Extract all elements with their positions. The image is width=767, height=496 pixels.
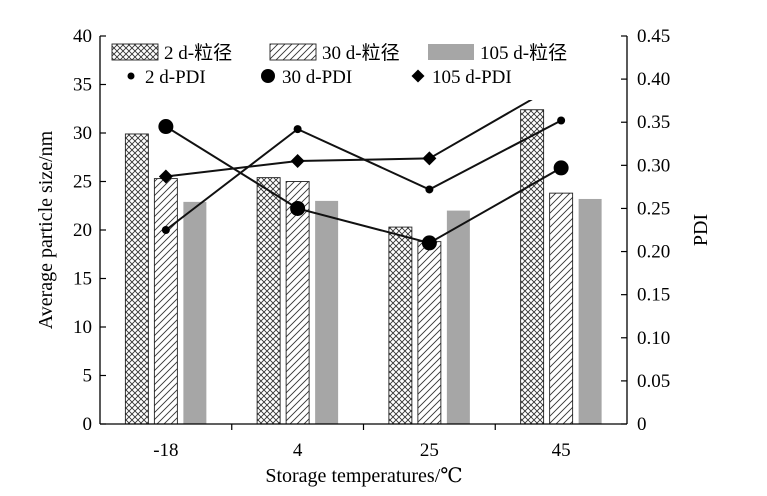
point-3-2 [290, 154, 305, 169]
bar-1-3 [388, 226, 413, 425]
legend-label-1: 2 d-粒径 [164, 42, 232, 64]
bars-layer [124, 109, 602, 425]
y-right-tick-label: 0.10 [637, 328, 670, 349]
point-3-3 [422, 151, 437, 166]
point-2-4 [553, 160, 569, 176]
y-left-tick-label: 15 [73, 269, 92, 290]
y-right-tick-label: 0.25 [637, 198, 670, 219]
bar-1-2 [256, 177, 281, 425]
legend-line-label-2: 30 d-PDI [282, 67, 352, 88]
x-tick-label: 45 [552, 440, 571, 461]
lines-layer [158, 75, 569, 251]
point-2-1 [158, 119, 174, 135]
point-3-1 [158, 169, 173, 184]
legend-line-label-1: 2 d-PDI [145, 67, 206, 88]
bar-3-4 [578, 198, 602, 424]
bar-2-1 [153, 178, 178, 425]
y-axis-right-title: PDI [690, 214, 712, 246]
point-2-3 [421, 235, 437, 251]
line-series-1 [165, 119, 562, 231]
y-right-tick-label: 0.05 [637, 371, 670, 392]
legend-label-2: 30 d-粒径 [322, 42, 400, 64]
x-axis-title: Storage temperatures/℃ [265, 465, 462, 487]
y-left-tick-label: 10 [73, 317, 92, 338]
y-right-tick-label: 0.15 [637, 285, 670, 306]
y-left-tick-label: 5 [83, 366, 93, 387]
bar-2-2 [285, 181, 310, 425]
legend-marker-2 [261, 69, 275, 83]
line-series-3 [165, 81, 562, 178]
x-tick-label: 25 [420, 440, 439, 461]
legend-marker-3 [411, 69, 425, 83]
line-series-2 [165, 125, 562, 245]
y-axis-left-title: Average particle size/nm [35, 130, 57, 329]
legend-swatch-1 [111, 43, 159, 61]
legend-label-3: 105 d-粒径 [480, 42, 567, 64]
legend-background [108, 38, 598, 100]
x-tick-label: -18 [153, 440, 178, 461]
bar-3-1 [183, 201, 207, 424]
y-right-tick-label: 0.45 [637, 26, 670, 47]
legend: 2 d-粒径 30 d-粒径 105 d-粒径 2 d-PDI 30 d-PDI 105 … [108, 38, 598, 100]
y-left-tick-label: 0 [83, 414, 93, 435]
point-2-2 [290, 200, 306, 216]
y-right-tick-label: 0.30 [637, 155, 670, 176]
bar-3-2 [315, 200, 339, 424]
y-right-tick-label: 0.40 [637, 69, 670, 90]
y-left-tick-label: 40 [73, 26, 92, 47]
point-1-3 [425, 185, 434, 194]
bar-3-3 [446, 210, 470, 424]
y-left-tick-label: 20 [73, 220, 92, 241]
y-right-tick-label: 0 [637, 414, 647, 435]
y-left-tick-label: 25 [73, 172, 92, 193]
point-1-1 [161, 226, 170, 234]
axes-layer: 0 5 10 15 20 25 30 35 40 0 0.05 0.10 0.15 0.20 0.25 0.3… [73, 26, 670, 461]
bar-1-4 [520, 109, 545, 425]
legend-swatch-3 [428, 44, 474, 60]
point-1-2 [293, 125, 302, 134]
bar-2-4 [549, 192, 574, 425]
y-right-tick-label: 0.35 [637, 112, 670, 133]
bar-2-3 [417, 241, 442, 425]
point-1-4 [557, 116, 566, 125]
y-right-tick-label: 0.20 [637, 242, 670, 263]
bar-1-1 [124, 133, 149, 425]
legend-line-label-3: 105 d-PDI [432, 67, 512, 88]
y-left-tick-label: 30 [73, 123, 92, 144]
y-left-tick-label: 35 [73, 75, 92, 96]
x-tick-label: 4 [293, 440, 303, 461]
legend-marker-1 [127, 72, 135, 80]
legend-swatch-2 [269, 43, 317, 61]
